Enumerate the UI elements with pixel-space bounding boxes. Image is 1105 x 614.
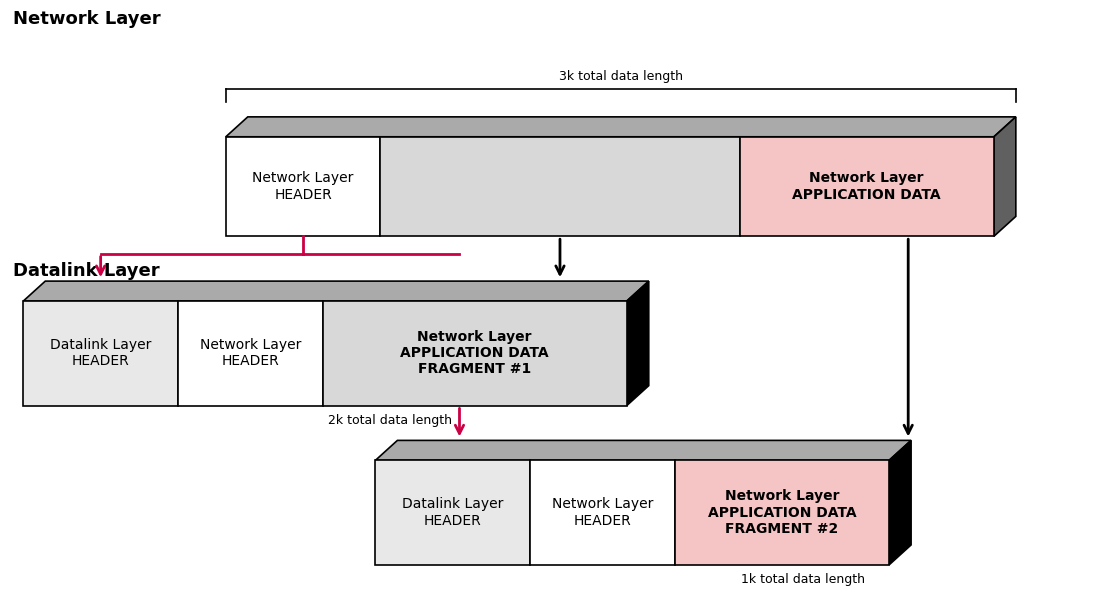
- Text: Datalink Layer
HEADER: Datalink Layer HEADER: [50, 338, 151, 368]
- Polygon shape: [675, 460, 890, 565]
- Polygon shape: [323, 301, 627, 406]
- Polygon shape: [225, 137, 380, 236]
- Text: Network Layer
HEADER: Network Layer HEADER: [200, 338, 301, 368]
- Text: Network Layer: Network Layer: [13, 10, 161, 28]
- Text: Network Layer
HEADER: Network Layer HEADER: [551, 497, 653, 527]
- Polygon shape: [627, 281, 649, 406]
- Polygon shape: [890, 440, 912, 565]
- Text: Network Layer
APPLICATION DATA
FRAGMENT #2: Network Layer APPLICATION DATA FRAGMENT …: [707, 489, 856, 536]
- Polygon shape: [530, 460, 675, 565]
- Text: 2k total data length: 2k total data length: [327, 413, 452, 427]
- Polygon shape: [739, 137, 993, 236]
- Polygon shape: [376, 460, 530, 565]
- Polygon shape: [225, 117, 1015, 137]
- Text: Datalink Layer: Datalink Layer: [13, 262, 160, 280]
- Text: Network Layer
APPLICATION DATA: Network Layer APPLICATION DATA: [792, 171, 941, 201]
- Text: Network Layer
HEADER: Network Layer HEADER: [252, 171, 354, 201]
- Text: Network Layer
APPLICATION DATA
FRAGMENT #1: Network Layer APPLICATION DATA FRAGMENT …: [400, 330, 549, 376]
- Text: 3k total data length: 3k total data length: [559, 70, 683, 83]
- Polygon shape: [993, 117, 1015, 236]
- Polygon shape: [376, 440, 912, 460]
- Text: 1k total data length: 1k total data length: [741, 573, 865, 586]
- Polygon shape: [178, 301, 323, 406]
- Polygon shape: [380, 137, 739, 236]
- Polygon shape: [23, 281, 649, 301]
- Text: Datalink Layer
HEADER: Datalink Layer HEADER: [402, 497, 504, 527]
- Polygon shape: [23, 301, 178, 406]
